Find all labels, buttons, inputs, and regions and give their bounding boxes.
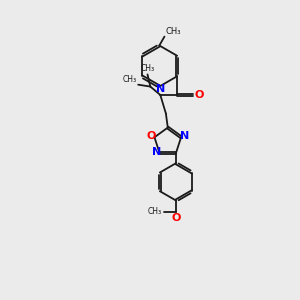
Text: O: O <box>146 131 156 141</box>
Text: N: N <box>180 131 189 141</box>
Text: O: O <box>172 213 181 223</box>
Text: CH₃: CH₃ <box>166 27 182 36</box>
Text: CH₃: CH₃ <box>140 64 154 73</box>
Text: CH₃: CH₃ <box>123 75 137 84</box>
Text: N: N <box>156 84 165 94</box>
Text: CH₃: CH₃ <box>148 207 162 216</box>
Text: N: N <box>152 147 161 157</box>
Text: O: O <box>195 90 204 100</box>
